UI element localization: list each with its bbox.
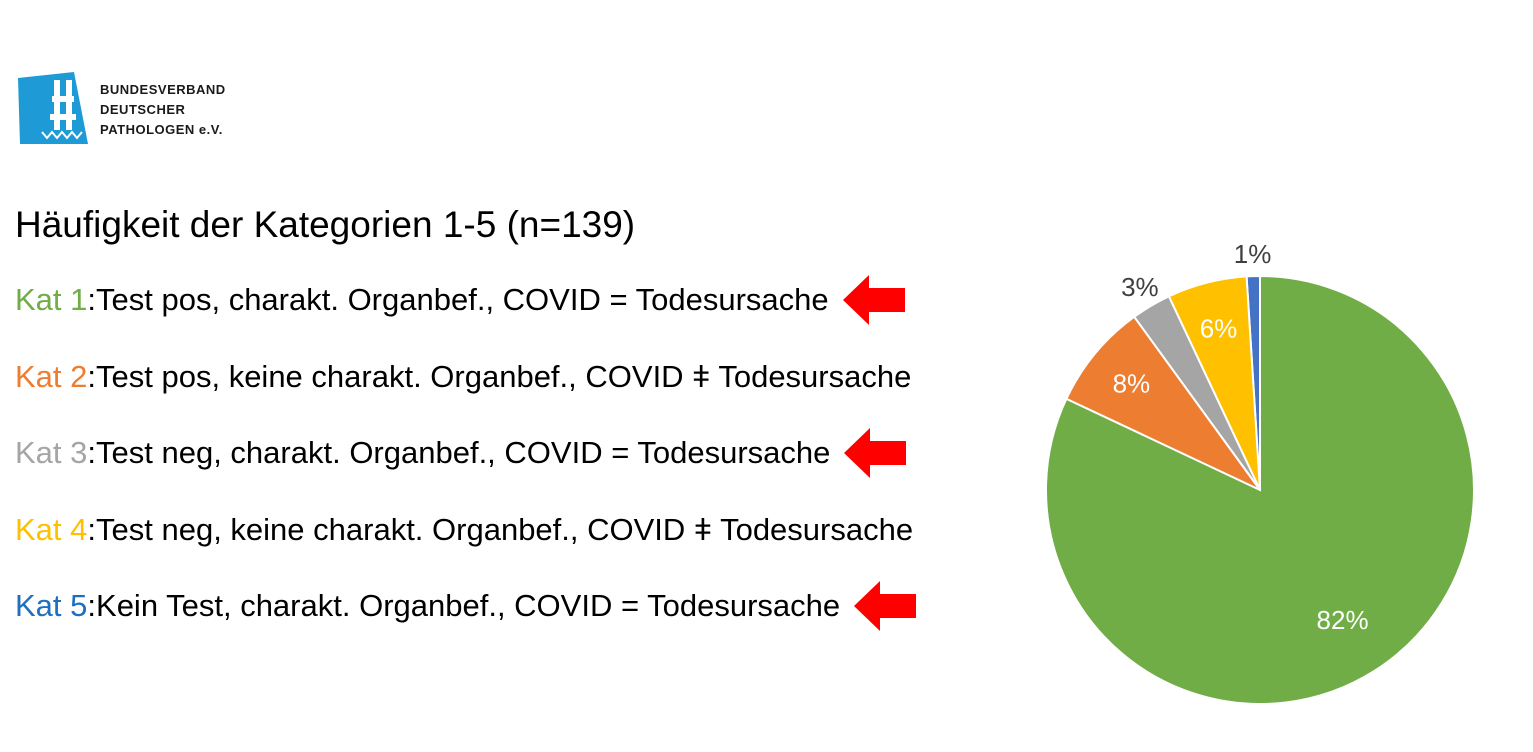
category-separator: : [87, 282, 97, 317]
pathologists-logo-icon [18, 72, 88, 144]
category-row-4: Kat 4: Test neg, keine charakt. Organbef… [15, 508, 913, 552]
category-separator: : [87, 512, 97, 547]
pie-chart: 1% 6% 3% 8% 82% [1045, 239, 1475, 705]
pie-slice-kat-1 [1045, 274, 1475, 705]
pie-data-label: 6% [1200, 313, 1238, 343]
logo-line: DEUTSCHER [100, 102, 186, 117]
pie-data-label: 8% [1113, 369, 1151, 399]
category-description: Test neg, charakt. Organbef., COVID = To… [96, 435, 831, 470]
page-title: Häufigkeit der Kategorien 1-5 (n=139) [15, 204, 636, 245]
category-label: Kat 5 [15, 588, 88, 623]
left-arrow-icon [854, 581, 917, 631]
category-label: Kat 1 [15, 282, 88, 317]
category-label: Kat 3 [15, 435, 88, 470]
pie-slice-kat-2 [1065, 315, 1261, 491]
category-description: Test neg, keine charakt. Organbef., COVI… [96, 512, 914, 547]
category-description: Kein Test, charakt. Organbef., COVID = T… [96, 588, 841, 623]
category-description: Test pos, keine charakt. Organbef., COVI… [96, 359, 912, 394]
category-row-1: Kat 1: Test pos, charakt. Organbef., COV… [15, 275, 905, 325]
category-separator: : [87, 588, 97, 623]
pie-data-label: 82% [1317, 605, 1369, 635]
category-row-2: Kat 2: Test pos, keine charakt. Organbef… [15, 355, 911, 399]
left-arrow-icon [844, 428, 907, 478]
category-separator: : [87, 435, 97, 470]
left-arrow-icon [842, 275, 905, 325]
category-label: Kat 2 [15, 359, 88, 394]
logo: BUNDESVERBAND DEUTSCHER PATHOLOGEN e.V. [16, 70, 256, 150]
category-row-3: Kat 3: Test neg, charakt. Organbef., COV… [15, 428, 907, 478]
category-label: Kat 4 [15, 512, 88, 547]
logo-line: BUNDESVERBAND [100, 82, 226, 97]
pie-data-label: 1% [1234, 239, 1272, 269]
category-description: Test pos, charakt. Organbef., COVID = To… [96, 282, 829, 317]
pie-data-label: 3% [1121, 272, 1159, 302]
category-separator: : [87, 359, 97, 394]
logo-line: PATHOLOGEN e.V. [100, 122, 223, 137]
logo-wordmark: BUNDESVERBAND DEUTSCHER PATHOLOGEN e.V. [100, 80, 226, 140]
category-row-5: Kat 5: Kein Test, charakt. Organbef., CO… [15, 581, 917, 631]
